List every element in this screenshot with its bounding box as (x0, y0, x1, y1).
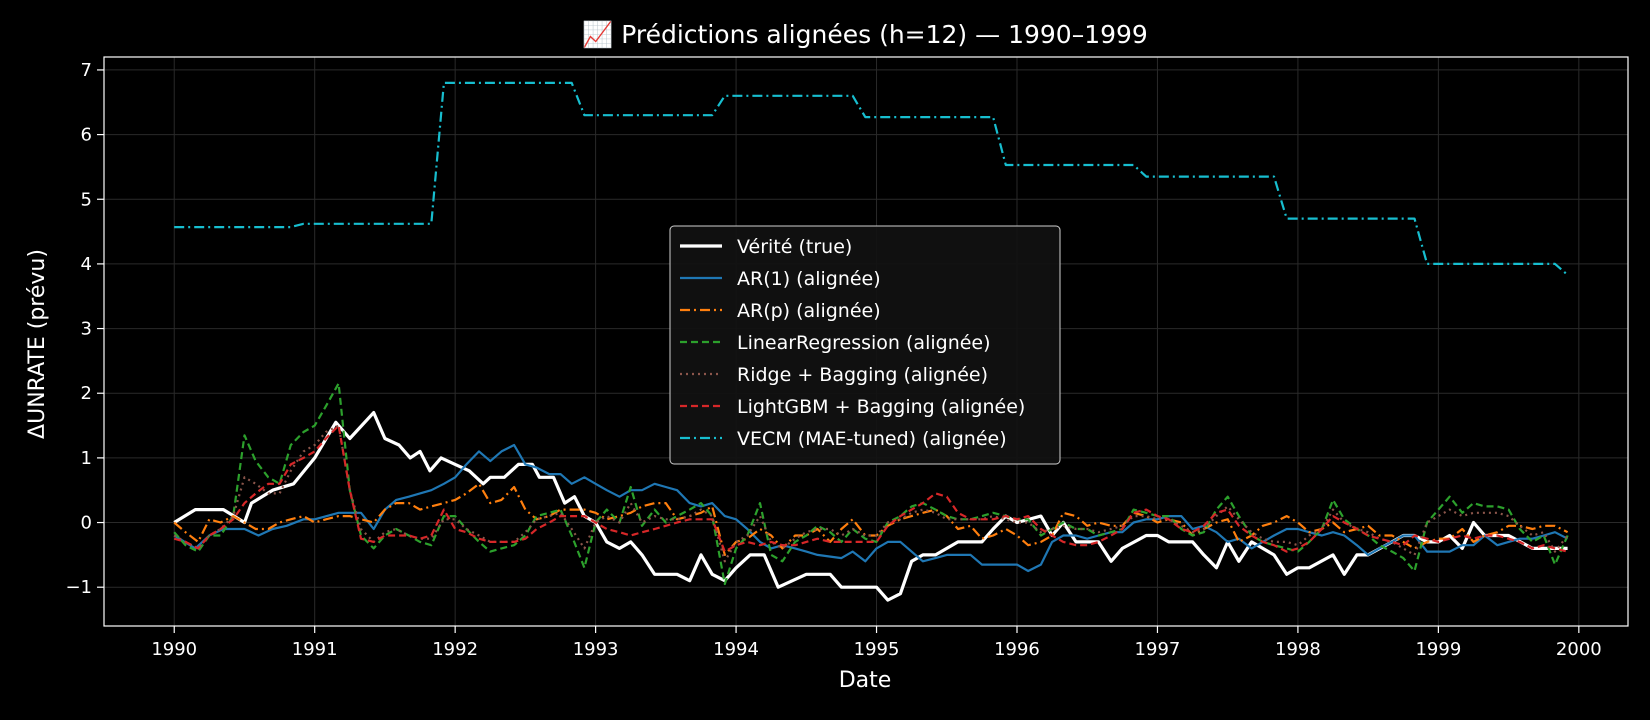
x-tick-label: 1993 (573, 639, 619, 660)
y-tick-label: 5 (81, 189, 92, 210)
y-tick-label: 1 (81, 448, 92, 469)
x-tick-label: 1990 (151, 639, 197, 660)
y-tick-label: 4 (81, 254, 92, 275)
x-tick-label: 1997 (1135, 639, 1181, 660)
x-tick-label: 1999 (1415, 639, 1461, 660)
plot-frame (103, 56, 1629, 627)
legend-label-6: LightGBM + Bagging (alignée) (737, 396, 1025, 418)
legend-label-5: Ridge + Bagging (alignée) (737, 364, 988, 386)
series-line-7 (174, 81, 1569, 276)
legend-label-4: LinearRegression (alignée) (737, 332, 991, 354)
series-line-4 (173, 382, 1569, 586)
x-tick-label: 1998 (1275, 639, 1321, 660)
x-tick-label: 1996 (994, 639, 1040, 660)
y-tick-label: 3 (81, 319, 92, 340)
axes: 1990 1991 1992 1993 1994 1995 1996 1997 1998 1999… (65, 56, 1629, 660)
y-tick-label: −1 (65, 577, 92, 598)
y-tick-label: 6 (81, 125, 92, 146)
series-lines (173, 81, 1569, 602)
y-tick-label: 0 (81, 513, 92, 534)
legend-label-1: Vérité (true) (737, 236, 852, 258)
x-tick-label: 1991 (292, 639, 338, 660)
y-tick-label: 2 (81, 383, 92, 404)
legend-label-7: VECM (MAE-tuned) (alignée) (737, 428, 1007, 450)
series-line-5 (173, 424, 1569, 563)
legend-label-3: AR(p) (alignée) (737, 300, 881, 322)
x-axis-title: Date (839, 668, 892, 693)
y-axis-title: ΔUNRATE (prévu) (25, 249, 50, 439)
x-tick-label: 2000 (1556, 639, 1602, 660)
series-line-2 (173, 443, 1569, 573)
x-tick-label: 1995 (854, 639, 900, 660)
x-tick-label: 1992 (432, 639, 478, 660)
y-tick-label: 7 (81, 60, 92, 81)
x-tick-label: 1994 (713, 639, 759, 660)
legend-box (669, 225, 1061, 465)
chart-title: 📈 Prédictions alignées (h=12) — 1990–199… (582, 20, 1148, 49)
legend-label-2: AR(1) (alignée) (737, 268, 881, 290)
series-line-6 (173, 424, 1568, 553)
legend: Vérité (true) AR(1) (alignée) AR(p) (align… (669, 225, 1061, 465)
series-line-1 (173, 411, 1568, 602)
